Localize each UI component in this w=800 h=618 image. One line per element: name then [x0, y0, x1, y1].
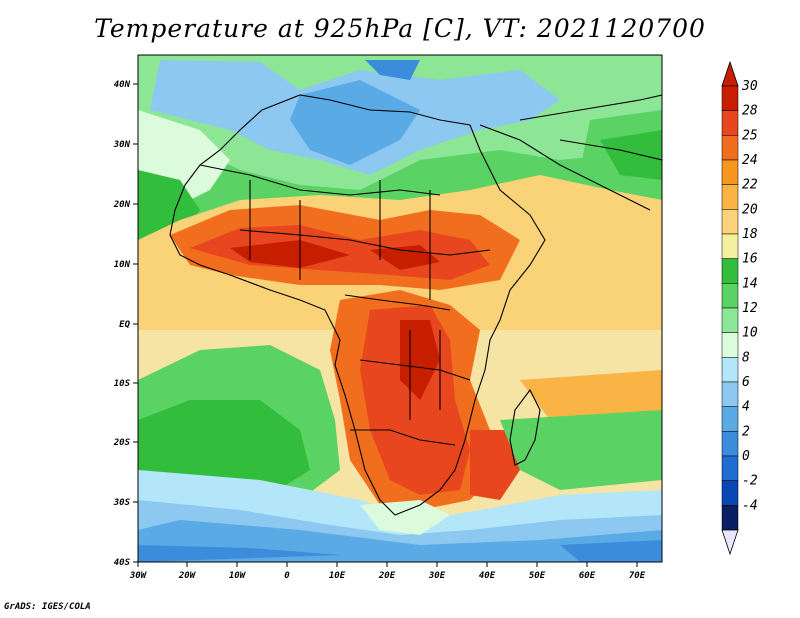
colorbar-label: 12 [742, 301, 758, 316]
lat-label: 10S [114, 379, 131, 389]
lon-axis: 30W 20W 10W 0 10E 20E 30E 40E 50E 60E 70… [129, 562, 646, 581]
map-frame [137, 54, 663, 563]
colorbar-label: 6 [742, 375, 750, 390]
lat-label: 10N [114, 260, 131, 270]
lon-label: 20W [178, 571, 197, 581]
colorbar-top-arrow [721, 60, 739, 87]
colorbar-swatch [721, 258, 739, 284]
colorbar-swatch [721, 85, 739, 111]
coastlines [169, 94, 662, 516]
lon-label: 30E [428, 571, 446, 581]
colorbar-swatch [721, 283, 739, 309]
colorbar-swatch [721, 110, 739, 136]
colorbar-label: 16 [742, 252, 758, 267]
colorbar-swatch [721, 480, 739, 506]
colorbar-label: 24 [742, 153, 758, 168]
colorbar-label: 4 [742, 400, 750, 415]
lat-label: 30S [113, 498, 131, 508]
colorbar-label: -4 [742, 498, 758, 513]
colorbar-label: 2 [742, 424, 750, 439]
colorbar-swatch [721, 406, 739, 432]
lat-label: EQ [119, 320, 130, 330]
colorbar-bottom-arrow [721, 529, 739, 556]
colorbar-swatch [721, 357, 739, 383]
colorbar-label: 30 [741, 79, 758, 94]
colorbar-label: 22 [742, 178, 758, 193]
colorbar-label: 14 [742, 276, 758, 291]
lon-label: 10E [329, 571, 346, 581]
colorbar-swatch [721, 135, 739, 161]
temperature-field [138, 55, 662, 562]
lon-label: 0 [284, 571, 290, 581]
colorbar-swatch [721, 431, 739, 457]
lon-label: 40E [479, 571, 496, 581]
colorbar-label: 18 [742, 227, 758, 242]
colorbar-swatch [721, 381, 739, 407]
lat-label: 20S [113, 438, 131, 448]
colorbar-swatch [721, 505, 739, 531]
lat-label: 30N [113, 140, 131, 150]
map-title: Temperature at 925hPa [C], VT: 202112070… [94, 14, 706, 43]
colorbar-swatch [721, 159, 739, 185]
colorbar-label: -2 [742, 474, 758, 489]
lat-label: 40N [114, 80, 131, 90]
colorbar-label: 10 [742, 326, 758, 341]
colorbar-label: 25 [742, 128, 758, 143]
lat-axis: 40N 30N 20N 10N EQ 10S 20S 30S 40S [113, 80, 138, 568]
credit-text: GrADS: IGES/COLA [4, 602, 91, 612]
lon-label: 30W [129, 571, 148, 581]
colorbar-swatch [721, 184, 739, 210]
colorbar-swatch [721, 455, 739, 481]
colorbar-swatch [721, 332, 739, 358]
lon-label: 20E [378, 571, 396, 581]
colorbar-swatch [721, 233, 739, 259]
colorbar-swatch [721, 307, 739, 333]
colorbar-label: 8 [742, 350, 750, 365]
lat-label: 40S [114, 558, 131, 568]
lat-label: 20N [113, 200, 131, 210]
colorbar-label: 28 [742, 104, 758, 119]
colorbar-label: 0 [742, 449, 750, 464]
colorbar-label: 20 [742, 202, 758, 217]
lon-label: 50E [529, 571, 546, 581]
lon-label: 60E [579, 571, 596, 581]
colorbar-swatch [721, 209, 739, 235]
lon-label: 70E [629, 571, 646, 581]
lon-label: 10W [229, 571, 247, 581]
